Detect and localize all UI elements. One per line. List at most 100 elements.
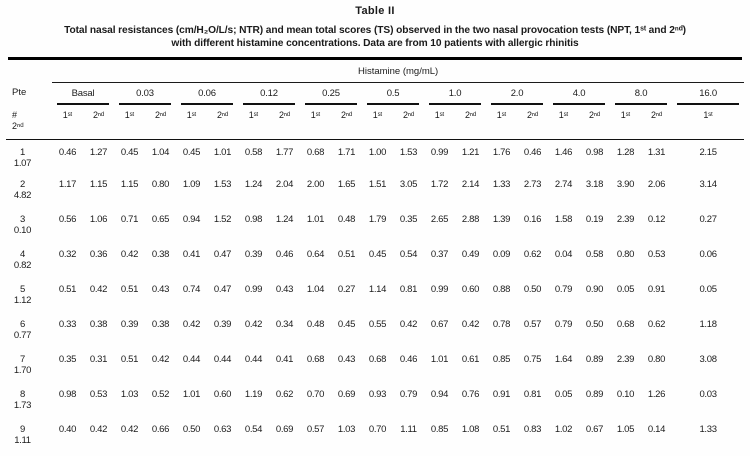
value-cell: 3.05: [399, 179, 418, 190]
value-cell: 0.50: [585, 319, 604, 330]
value-cell: 0.78: [492, 319, 511, 330]
value-cell: 0.62: [647, 319, 666, 330]
value-cell: 2.73: [523, 179, 542, 190]
value-cell: 1.31: [647, 146, 666, 158]
value-cell: 0.61: [461, 354, 480, 365]
value-cell: 0.94: [430, 389, 449, 400]
subcol-first-test-label: 1ˢᵗ: [672, 105, 745, 140]
value-cell: 0.31: [89, 354, 108, 365]
value-cell: 1.15: [120, 179, 139, 190]
group-header-label: 0.5: [367, 83, 419, 105]
resistance-data-table: Histamine (mg/mL) Pte Basal 0.03 0.06 0.12 0.2…: [6, 60, 745, 454]
value-cell: 0.48: [306, 319, 325, 330]
value-cell: 2.00: [306, 179, 325, 190]
value-cell: 0.66: [151, 424, 170, 435]
group-header-0-25: 0.25: [300, 83, 362, 105]
value-cell: 1.01: [182, 389, 201, 400]
value-cell: 3.90: [616, 179, 635, 190]
patient-cell-box: 7 1.70: [9, 354, 36, 376]
value-cell: 0.10: [616, 389, 635, 400]
value-cell: 0.47: [213, 284, 232, 295]
value-cell: 0.41: [275, 354, 294, 365]
patient-cell-box: 9 1.11: [9, 424, 36, 446]
value-cell: 1.76: [492, 146, 511, 158]
value-cell: 1.06: [89, 214, 108, 225]
value-cell: 0.79: [399, 389, 418, 400]
value-cell: 1.24: [244, 179, 263, 190]
patient-cell-box: 8 1.73: [9, 389, 36, 411]
value-cell: 0.44: [244, 354, 263, 365]
subcol-first-test-label: 1ˢᵗ: [548, 105, 579, 140]
group-header-basal: Basal: [52, 83, 114, 105]
value-cell: 0.54: [244, 424, 263, 435]
value-cell: 0.51: [120, 284, 139, 295]
value-cell: 0.85: [492, 354, 511, 365]
value-cell: 1.08: [461, 424, 480, 435]
value-cell: 0.64: [306, 249, 325, 260]
patient-wrapped-value: 4.82: [13, 190, 32, 201]
value-cell: 0.93: [368, 389, 387, 400]
value-cell: 1.39: [492, 214, 511, 225]
value-cell: 0.35: [58, 354, 77, 365]
patient-cell-box: 5 1.12: [9, 284, 36, 306]
value-cell: 0.40: [58, 424, 77, 435]
value-cell: 3.14: [699, 179, 717, 190]
value-cell: 1.46: [554, 146, 573, 158]
value-cell: 0.57: [306, 424, 325, 435]
subcol-second-test-label: 2ⁿᵈ: [331, 105, 362, 140]
patient-number: 4: [20, 249, 25, 260]
value-cell: 0.56: [58, 214, 77, 225]
header-row-groups: Pte Basal 0.03 0.06 0.12 0.25 0.5 1.0 2.0 4.0 8.0 1…: [6, 83, 744, 105]
value-cell: 0.38: [89, 319, 108, 330]
subcol-second-test-label: 2ⁿᵈ: [83, 105, 114, 140]
value-cell: 0.04: [554, 249, 573, 260]
group-header-0-5: 0.5: [362, 83, 424, 105]
top-rule: [8, 57, 742, 60]
value-cell: 0.39: [213, 319, 232, 330]
value-cell: 0.50: [523, 284, 542, 295]
patient-row: 6 0.77 0.33 0.38 0.39 0.38 0.42 0.39 0.42 0.34 0.4…: [6, 314, 744, 349]
value-cell: 0.91: [492, 389, 511, 400]
subcol-first-test-label: 1ˢᵗ: [176, 105, 207, 140]
value-cell: 1.72: [430, 179, 449, 190]
value-cell: 1.65: [337, 179, 356, 190]
value-cell: 0.89: [585, 389, 604, 400]
value-cell: 0.42: [89, 284, 108, 295]
value-cell: 0.68: [616, 319, 635, 330]
value-cell: 0.98: [244, 214, 263, 225]
subcol-first-test-label: 1ˢᵗ: [52, 105, 83, 140]
patient-wrapped-value: 1.11: [14, 435, 31, 446]
value-cell: 0.46: [58, 146, 77, 158]
value-cell: 3.08: [699, 354, 717, 365]
value-cell: 0.39: [120, 319, 139, 330]
value-cell: 1.53: [213, 179, 232, 190]
patient-number: 8: [20, 389, 25, 400]
value-cell: 0.45: [337, 319, 356, 330]
value-cell: 0.62: [523, 249, 542, 260]
value-cell: 0.42: [182, 319, 201, 330]
value-cell: 0.19: [585, 214, 604, 225]
value-cell: 0.27: [699, 214, 717, 225]
subcol-second-test-label: 2ⁿᵈ: [641, 105, 672, 140]
value-cell: 0.85: [430, 424, 449, 435]
patient-number: 5: [20, 284, 25, 295]
patient-row: 4 0.82 0.32 0.36 0.42 0.38 0.41 0.47 0.39 0.46 0.6…: [6, 244, 744, 279]
value-cell: 1.33: [492, 179, 511, 190]
value-cell: 2.39: [616, 354, 635, 365]
value-cell: 1.00: [368, 146, 387, 158]
subcol-second-test-label: 2ⁿᵈ: [455, 105, 486, 140]
value-cell: 0.52: [151, 389, 170, 400]
patient-wrapped-value: 1.70: [13, 365, 32, 376]
value-cell: 0.42: [120, 249, 139, 260]
value-cell: 0.90: [585, 284, 604, 295]
value-cell: 1.64: [554, 354, 573, 365]
value-cell: 0.67: [430, 319, 449, 330]
value-cell: 0.43: [151, 284, 170, 295]
value-cell: 0.81: [523, 389, 542, 400]
value-cell: 0.79: [554, 284, 573, 295]
value-cell: 0.43: [337, 354, 356, 365]
group-header-2-0: 2.0: [486, 83, 548, 105]
value-cell: 2.04: [275, 179, 294, 190]
value-cell: 0.50: [182, 424, 201, 435]
